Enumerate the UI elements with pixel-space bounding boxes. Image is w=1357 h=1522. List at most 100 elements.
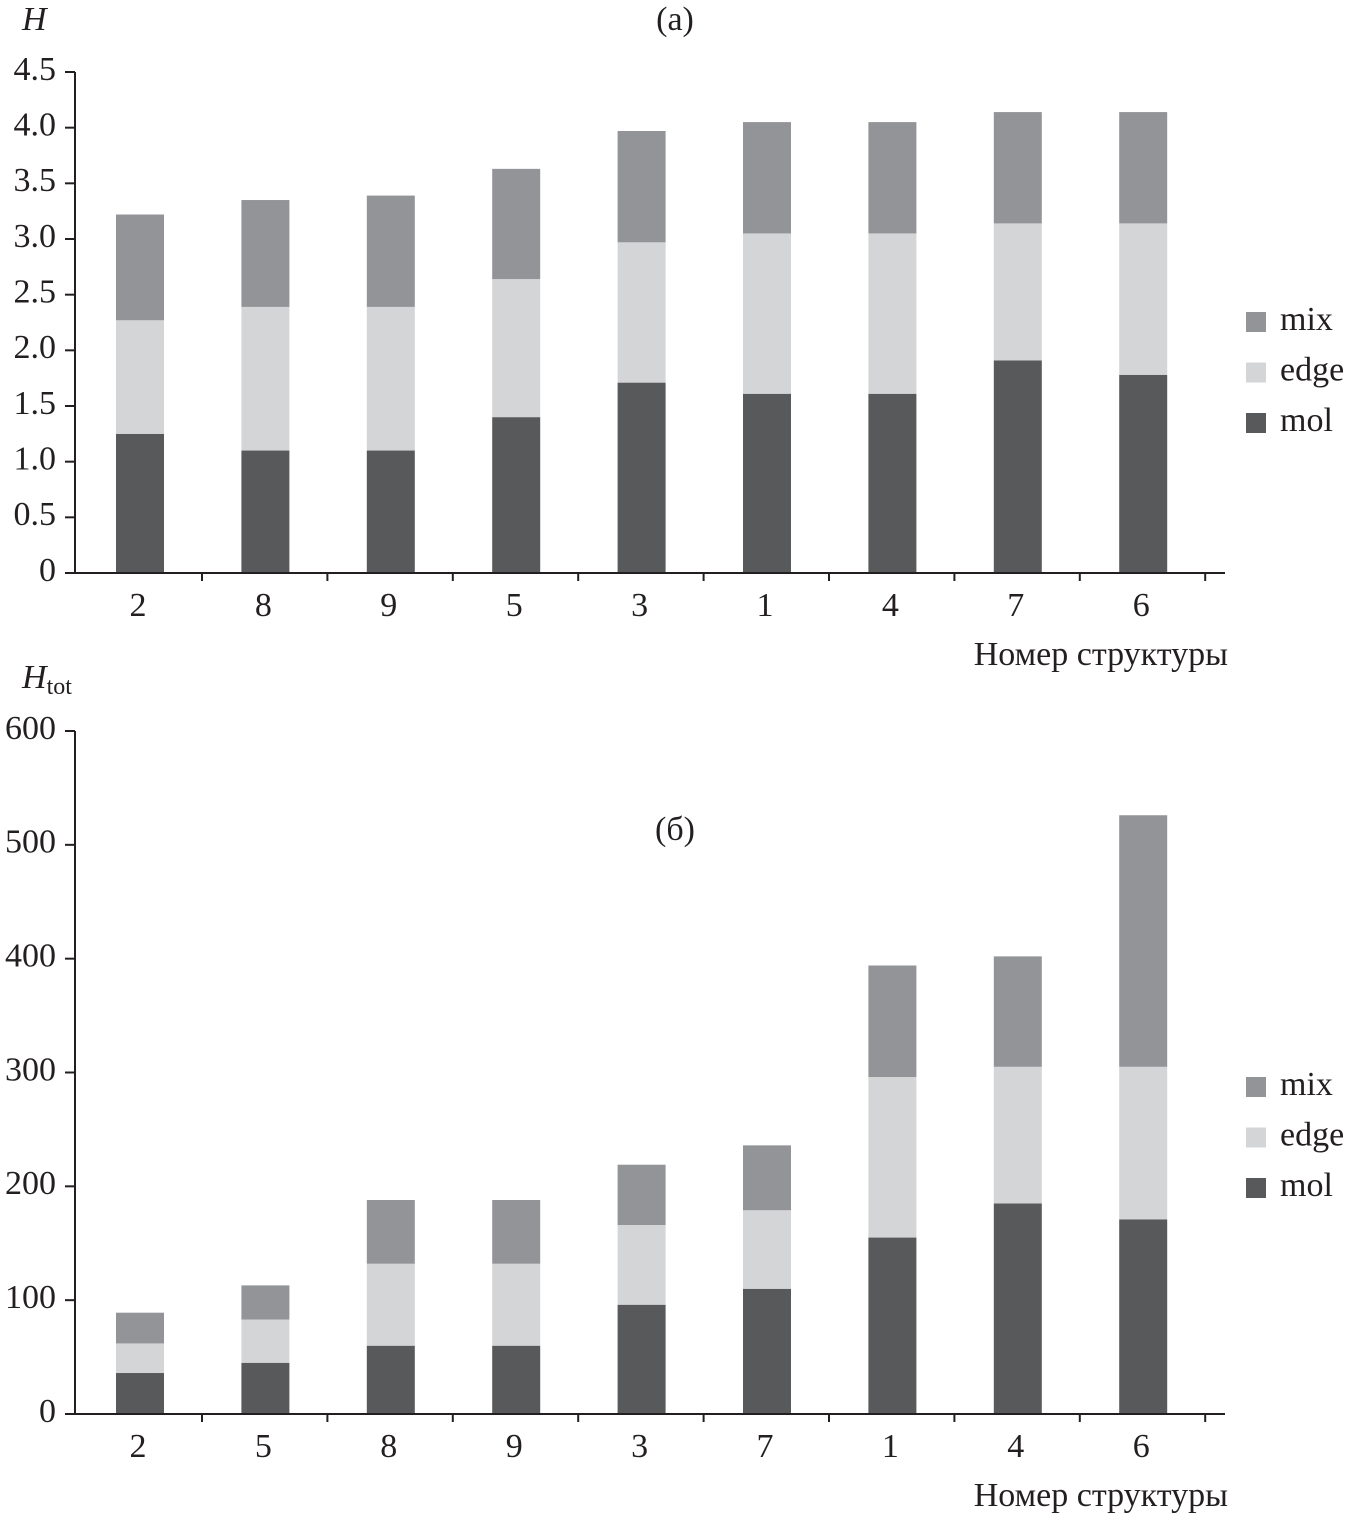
legend-swatch: [1246, 413, 1266, 433]
legend-swatch: [1246, 1127, 1266, 1148]
legend-label: mix: [1280, 301, 1333, 338]
x-tick-label: 2: [130, 1428, 147, 1465]
bar-segment: [868, 393, 917, 573]
legend-swatch: [1246, 312, 1266, 332]
bar-segment: [241, 306, 290, 451]
y-tick-label: 4.5: [14, 51, 57, 88]
y-tick-label: 1.0: [14, 440, 57, 477]
x-tick-label: 6: [1133, 1428, 1150, 1465]
chart-title: (a): [656, 1, 694, 38]
x-tick-label: 7: [757, 1428, 774, 1465]
legend-swatch: [1246, 1178, 1266, 1198]
bar-segment: [366, 1345, 415, 1414]
y-axis-label: Htot: [21, 659, 72, 700]
bar-segment: [868, 965, 917, 1078]
legend-label: edge: [1280, 1116, 1344, 1153]
bar-segment: [241, 1285, 290, 1320]
x-tick-label: 9: [380, 587, 397, 624]
bar-segment: [116, 1312, 164, 1344]
y-axis-label-main: H: [21, 659, 49, 696]
bar-segment: [492, 279, 541, 418]
y-tick-label: 0: [39, 1393, 56, 1430]
bar-segment: [1119, 374, 1168, 573]
bar-segment: [868, 1237, 917, 1414]
x-tick-label: 5: [506, 587, 523, 624]
bar-segment: [993, 112, 1042, 224]
bar-segment: [617, 242, 666, 383]
x-tick-label: 4: [1007, 1428, 1024, 1465]
bar-segment: [366, 195, 415, 307]
bar-segment: [743, 1210, 791, 1289]
y-axis-label-main: H: [21, 1, 49, 38]
chart-title: (б): [655, 811, 695, 848]
x-tick-label: 8: [380, 1428, 397, 1465]
bar-segment: [492, 417, 541, 573]
x-tick-label: 7: [1007, 587, 1024, 624]
bar-segment: [241, 200, 290, 307]
bar-segment: [366, 450, 415, 573]
y-tick-label: 500: [5, 824, 56, 861]
y-axis-label-subscript: tot: [47, 674, 73, 700]
bar-segment: [116, 433, 164, 573]
y-tick-label: 2.5: [14, 273, 57, 310]
y-tick-label: 200: [5, 1165, 56, 1202]
x-tick-label: 3: [631, 587, 648, 624]
bar-segment: [116, 1343, 164, 1374]
y-tick-label: 3.0: [14, 218, 57, 255]
y-tick-label: 300: [5, 1051, 56, 1088]
bar-segment: [993, 1203, 1042, 1414]
x-axis-label: Номер структуры: [974, 636, 1228, 673]
bar-segment: [617, 382, 666, 573]
bar-segment: [743, 122, 791, 234]
bar-segment: [993, 956, 1042, 1067]
y-tick-label: 3.5: [14, 162, 57, 199]
legend-swatch: [1246, 1077, 1266, 1097]
bar-segment: [868, 233, 917, 394]
y-axis-label: H: [21, 1, 49, 38]
bar-segment: [1119, 223, 1168, 375]
bar-segment: [1119, 1219, 1168, 1414]
bar-segment: [241, 1319, 290, 1363]
y-tick-label: 2.0: [14, 329, 57, 366]
bar-segment: [617, 1164, 666, 1226]
bar-segment: [116, 214, 164, 321]
bar-segment: [492, 168, 541, 280]
y-tick-label: 100: [5, 1279, 56, 1316]
legend-swatch: [1246, 362, 1266, 383]
bar-segment: [868, 122, 917, 234]
y-tick-label: 400: [5, 937, 56, 974]
y-tick-label: 1.5: [14, 385, 57, 422]
x-axis-label: Номер структуры: [974, 1477, 1228, 1514]
x-tick-label: 3: [631, 1428, 648, 1465]
bar-segment: [366, 1263, 415, 1346]
bar-segment: [241, 1362, 290, 1414]
bar-segment: [366, 1199, 415, 1264]
x-tick-label: 1: [757, 587, 774, 624]
bar-segment: [116, 1373, 164, 1414]
x-tick-label: 8: [255, 587, 272, 624]
bar-segment: [993, 223, 1042, 361]
bar-segment: [743, 1145, 791, 1211]
bar-segment: [868, 1077, 917, 1238]
bar-segment: [1119, 815, 1168, 1067]
x-tick-label: 5: [255, 1428, 272, 1465]
x-tick-label: 6: [1133, 587, 1150, 624]
bar-segment: [993, 360, 1042, 573]
legend-label: mol: [1280, 402, 1333, 439]
x-tick-label: 4: [882, 587, 899, 624]
bar-segment: [743, 1288, 791, 1414]
bar-segment: [1119, 112, 1168, 224]
y-tick-label: 4.0: [14, 106, 57, 143]
y-tick-label: 0: [39, 552, 56, 589]
legend-label: mol: [1280, 1167, 1333, 1204]
x-tick-label: 1: [882, 1428, 899, 1465]
x-tick-label: 9: [506, 1428, 523, 1465]
bar-segment: [1119, 1066, 1168, 1220]
y-tick-label: 0.5: [14, 496, 57, 533]
bar-segment: [492, 1199, 541, 1264]
bar-segment: [993, 1066, 1042, 1204]
bar-segment: [492, 1263, 541, 1346]
bar-segment: [617, 1304, 666, 1414]
bar-segment: [116, 320, 164, 434]
